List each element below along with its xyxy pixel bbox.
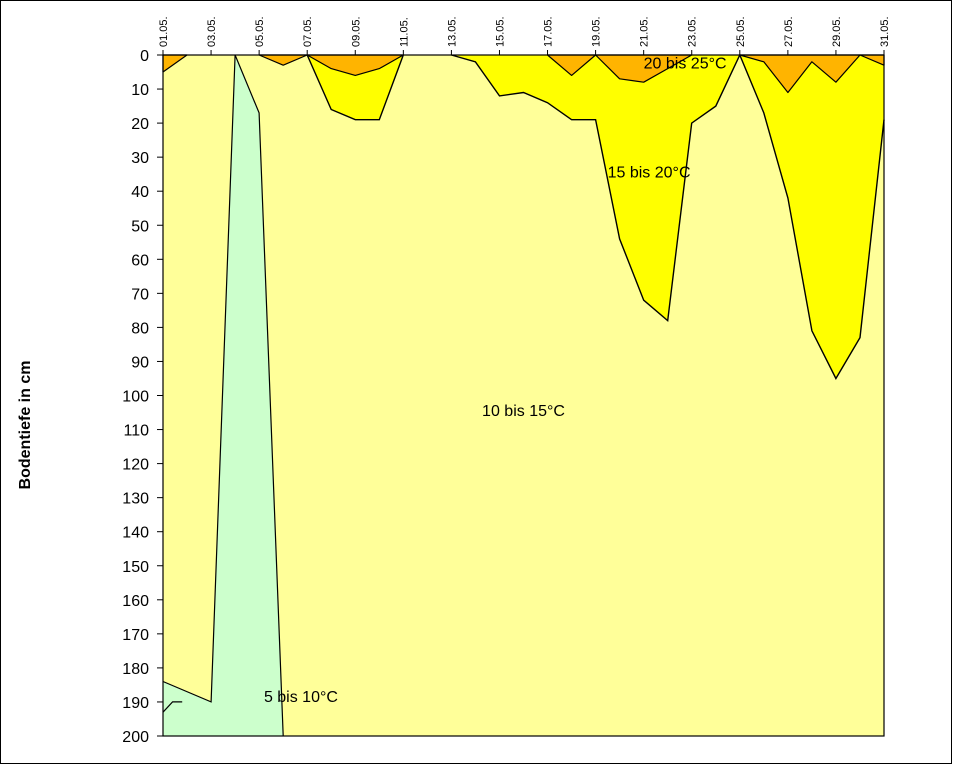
zone-label-15-20: 15 bis 20°C: [608, 165, 691, 182]
y-axis-title: Bodentiefe in cm: [17, 361, 34, 490]
zone-10-15-background: [163, 55, 884, 736]
x-tick-label: 05.05.: [254, 16, 266, 47]
x-tick-label: 25.05.: [735, 16, 747, 47]
zone-label-5-10: 5 bis 10°C: [264, 689, 338, 706]
y-tick-label: 40: [131, 184, 149, 201]
y-tick-label: 0: [140, 48, 149, 65]
y-tick-label: 180: [122, 661, 149, 678]
x-tick-label: 29.05.: [831, 16, 843, 47]
x-tick-label: 15.05.: [495, 16, 507, 47]
x-tick-label: 09.05.: [350, 16, 362, 47]
zone-label-10-15: 10 bis 15°C: [482, 403, 565, 420]
x-tick-label: 13.05.: [446, 16, 458, 47]
y-tick-label: 70: [131, 286, 149, 303]
zone-15-20-area-2: [451, 55, 884, 379]
plot-area: 0 10 20 30 40 50 60 70 80 90 100 110 120 130 140 150 160…: [122, 16, 891, 746]
x-tick-label: 03.05.: [206, 16, 218, 47]
y-tick-label: 100: [122, 389, 149, 406]
x-tick-label: 07.05.: [302, 16, 314, 47]
x-tick-label: 01.05.: [158, 16, 170, 47]
y-tick-label: 150: [122, 559, 149, 576]
y-tick-label: 110: [123, 423, 149, 440]
y-tick-label: 120: [122, 457, 149, 474]
y-tick-label: 160: [122, 593, 149, 610]
x-tick-label: 23.05.: [687, 16, 699, 47]
y-tick-label: 130: [122, 491, 149, 508]
y-tick-label: 20: [131, 116, 149, 133]
x-tick-label: 11.05.: [398, 17, 410, 47]
x-tick-label: 21.05.: [639, 16, 651, 47]
x-tick-label: 17.05.: [543, 16, 555, 47]
y-tick-label: 60: [131, 252, 149, 269]
x-tick-label: 19.05.: [591, 16, 603, 47]
y-tick-label: 50: [131, 218, 149, 235]
zone-label-20-25: 20 bis 25°C: [644, 56, 727, 73]
y-tick-label: 10: [131, 82, 149, 99]
zone-15-20-boundary-1: [306, 54, 404, 121]
y-tick-label: 190: [122, 695, 149, 712]
y-tick-label: 170: [122, 627, 149, 644]
y-tick-label: 80: [131, 320, 149, 337]
y-tick-label: 90: [131, 354, 149, 371]
y-tick-label: 200: [122, 729, 149, 746]
zone-5-10-leader: [162, 701, 183, 713]
x-tick-label: 27.05.: [783, 16, 795, 47]
x-tick-label: 31.05.: [879, 16, 891, 47]
zone-5-10-area: [163, 55, 284, 736]
y-tick-label: 140: [122, 525, 149, 542]
zone-15-20-boundary-2: [451, 53, 885, 380]
zone-15-20-area-1: [307, 55, 404, 120]
y-tick-label: 30: [131, 150, 149, 167]
